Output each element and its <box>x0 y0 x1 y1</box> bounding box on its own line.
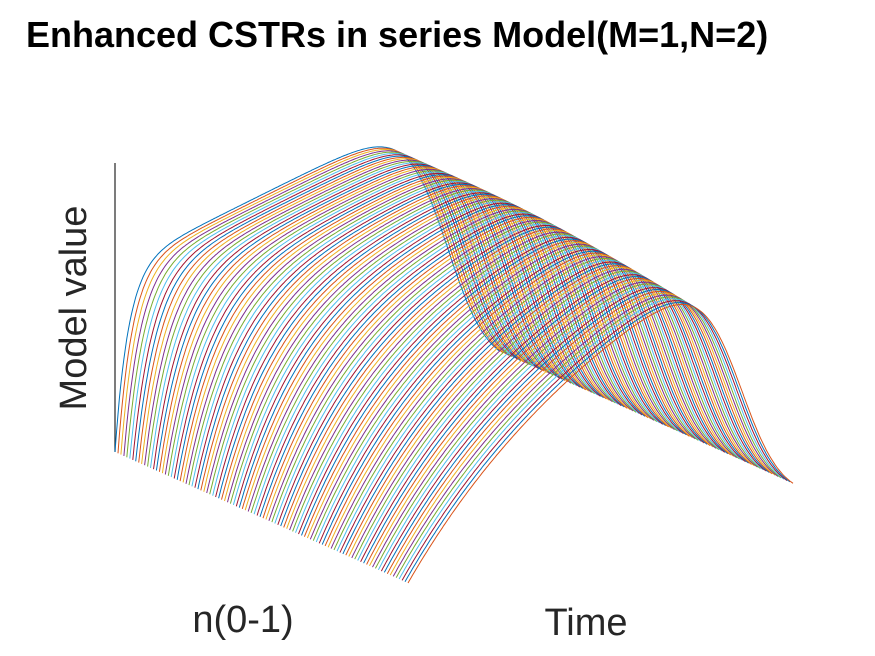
series-line <box>360 274 746 563</box>
series-line <box>138 156 524 463</box>
series-line <box>135 155 521 462</box>
series-line <box>398 298 785 580</box>
series-line <box>232 201 619 506</box>
series-line <box>235 202 622 507</box>
series-line <box>262 216 649 519</box>
y-axis-label: Model value <box>53 206 95 411</box>
series-line <box>395 296 782 578</box>
series-line <box>383 289 770 573</box>
series-line <box>392 294 779 577</box>
series-line <box>374 283 761 569</box>
series-line <box>141 158 527 464</box>
series-line <box>256 213 643 516</box>
waterfall-series-group <box>114 146 794 584</box>
series-line <box>158 166 545 472</box>
series-line <box>179 175 566 482</box>
series-line <box>324 252 711 547</box>
series-line <box>132 154 519 460</box>
series-line <box>212 190 598 496</box>
series-line <box>377 285 764 571</box>
series-line <box>369 279 755 567</box>
series-line <box>238 204 625 508</box>
series-line <box>218 193 604 499</box>
series-line <box>153 163 539 470</box>
series-line <box>173 172 560 479</box>
series-line <box>277 225 664 525</box>
series-line <box>182 177 569 483</box>
series-line <box>283 228 669 528</box>
series-line <box>221 195 607 500</box>
series-line <box>404 302 791 582</box>
series-line <box>176 174 563 480</box>
series-line <box>348 267 735 557</box>
series-line <box>357 272 743 561</box>
series-line <box>366 277 752 565</box>
series-line <box>241 205 628 510</box>
series-line <box>215 192 601 498</box>
series-line <box>253 211 640 515</box>
series-line <box>336 259 723 552</box>
series-line <box>114 146 501 453</box>
chart-title: Enhanced CSTRs in series Model(M=1,N=2) <box>26 14 769 55</box>
series-line <box>197 183 584 490</box>
series-line <box>250 210 637 514</box>
series-line <box>363 276 749 564</box>
series-line <box>301 238 687 536</box>
series-line <box>298 236 684 535</box>
series-line <box>407 303 794 584</box>
series-line <box>339 261 726 553</box>
series-line <box>327 254 714 548</box>
series-line <box>345 265 732 556</box>
series-line <box>380 287 767 572</box>
series-line <box>129 153 516 459</box>
series-line <box>321 250 708 545</box>
series-line <box>155 164 542 471</box>
series-line <box>401 300 788 581</box>
series-line <box>354 270 740 560</box>
series-line <box>386 290 773 574</box>
series-line <box>389 292 776 576</box>
series-line <box>372 281 758 568</box>
series-line <box>333 257 720 551</box>
series-line <box>161 167 548 474</box>
series-line <box>274 223 661 524</box>
series-line <box>259 215 646 517</box>
series-line <box>286 229 672 529</box>
series-line <box>318 248 705 544</box>
series-line <box>351 268 738 559</box>
series-line <box>306 241 693 539</box>
series-line <box>150 162 536 468</box>
series-line <box>342 263 729 555</box>
z-axis-label: Time <box>544 602 627 644</box>
series-line <box>295 235 681 533</box>
series-line <box>200 185 587 491</box>
series-line <box>280 226 667 527</box>
series-line <box>330 256 717 549</box>
series-line <box>194 182 581 488</box>
series-line <box>203 186 590 492</box>
series-line <box>303 240 690 537</box>
series-line <box>271 221 658 523</box>
x-axis-label: n(0-1) <box>192 599 293 641</box>
